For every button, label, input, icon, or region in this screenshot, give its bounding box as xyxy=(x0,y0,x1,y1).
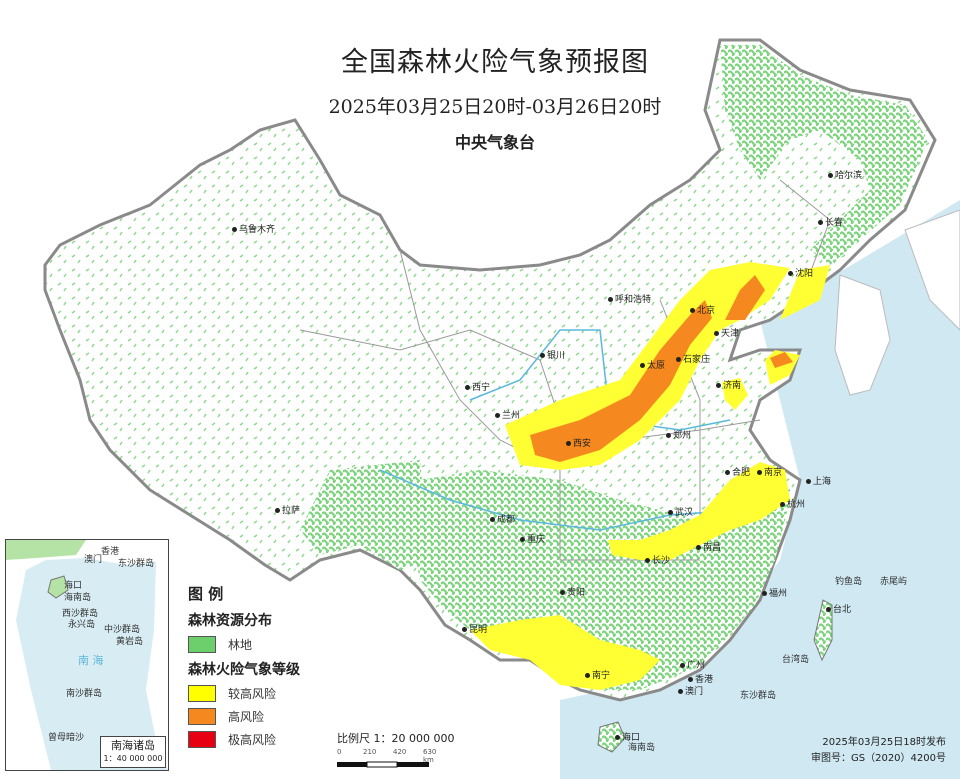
city-label: 呼和浩特 xyxy=(608,292,651,305)
korea-japan-landmass xyxy=(834,209,960,396)
city-label: 北京 xyxy=(690,303,715,316)
inset-label: 海口 xyxy=(64,581,83,591)
risk-high-north-china-orange xyxy=(530,300,712,462)
forest-northeast xyxy=(720,45,928,265)
publish-time: 2025年03月25日18时发布 xyxy=(822,737,946,748)
inset-label: 海南岛 xyxy=(64,593,92,603)
city-label: 乌鲁木齐 xyxy=(232,222,275,235)
city-label: 南昌 xyxy=(696,540,721,553)
publish-info: 2025年03月25日18时发布 审图号：GS（2020）4200号 xyxy=(811,735,946,767)
city-label: 石家庄 xyxy=(676,352,710,365)
inset-label: 香港 xyxy=(101,547,120,557)
south-china-sea-inset: 澳门 香港 东沙群岛 海口 海南岛 西沙群岛 永兴岛 中沙群岛 黄岩岛 南 海 … xyxy=(5,539,169,771)
map-title: 全国森林火险气象预报图 xyxy=(341,47,649,78)
city-label: 天津 xyxy=(714,326,739,339)
legend-item-forest: 林地 xyxy=(188,636,338,653)
city-label: 昆明 xyxy=(462,622,487,635)
city-label: 武汉 xyxy=(668,505,693,518)
city-label: 长春 xyxy=(818,215,843,228)
risk-yangtze-yellow xyxy=(608,462,790,560)
inset-label: 南 海 xyxy=(78,654,104,667)
city-label: 上海 xyxy=(806,474,831,487)
city-label: 广州 xyxy=(680,658,705,671)
risk-southwest-yellow xyxy=(470,615,660,690)
legend: 图 例 森林资源分布 林地 森林火险气象等级 较高风险 高风险 极高风险 xyxy=(188,583,338,754)
inset-label: 西沙群岛 xyxy=(62,609,99,619)
place-label: 台湾岛 xyxy=(782,655,810,665)
city-label: 香港 xyxy=(688,672,713,685)
scale-tick: 0 xyxy=(337,748,342,756)
legend-risk-section: 森林火险气象等级 xyxy=(188,662,300,678)
map-approval-number: 审图号：GS（2020）4200号 xyxy=(811,753,946,764)
city-label: 太原 xyxy=(640,358,665,371)
place-label: 东沙群岛 xyxy=(740,691,777,701)
legend-item-risk-high: 高风险 xyxy=(188,708,338,725)
inset-label: 曾母暗沙 xyxy=(48,733,85,743)
city-label: 银川 xyxy=(540,348,565,361)
inset-label: 澳门 xyxy=(84,555,103,565)
inset-title: 南海诸岛 xyxy=(111,739,155,752)
city-label: 兰州 xyxy=(495,408,520,421)
city-label: 拉萨 xyxy=(275,503,300,516)
city-label: 西安 xyxy=(566,436,591,449)
city-label: 郑州 xyxy=(666,428,691,441)
inset-title-box: 南海诸岛 1：40 000 000 xyxy=(100,736,166,768)
city-label: 合肥 xyxy=(725,465,750,478)
inset-label: 黄岩岛 xyxy=(116,637,144,647)
scale-ticks: 0 210 420 630 km xyxy=(337,746,447,764)
legend-item-risk-moderate: 较高风险 xyxy=(188,685,338,702)
inset-label: 南沙群岛 xyxy=(66,689,103,699)
forest-southwest xyxy=(300,460,430,570)
legend-label: 林地 xyxy=(228,638,253,652)
city-label: 成都 xyxy=(490,512,515,525)
legend-label: 高风险 xyxy=(228,710,265,724)
red-swatch xyxy=(188,731,216,748)
risk-liaoning-yellow xyxy=(780,265,830,320)
scale-tick: 210 xyxy=(363,748,377,756)
place-label: 赤尾屿 xyxy=(880,577,908,587)
city-label: 贵阳 xyxy=(560,585,585,598)
city-label: 南宁 xyxy=(585,668,610,681)
legend-label: 极高风险 xyxy=(228,733,277,747)
scale-tick: 630 km xyxy=(423,748,437,764)
inset-scale: 1：40 000 000 xyxy=(103,754,163,763)
city-label: 哈尔滨 xyxy=(828,168,862,181)
city-label: 西宁 xyxy=(465,380,490,393)
orange-swatch xyxy=(188,708,216,725)
city-label: 沈阳 xyxy=(788,266,813,279)
scale-tick: 420 xyxy=(393,748,407,756)
city-label: 福州 xyxy=(762,586,787,599)
forest-swatch xyxy=(188,636,216,653)
city-label: 澳门 xyxy=(678,684,703,697)
issuer: 中央气象台 xyxy=(454,133,535,152)
inset-map xyxy=(6,540,168,770)
scale: 比例尺 1：20 000 000 0 210 420 630 km xyxy=(337,730,455,764)
legend-heading: 图 例 xyxy=(188,585,224,603)
place-label: 钓鱼岛 xyxy=(835,577,863,587)
legend-item-risk-extreme: 极高风险 xyxy=(188,731,338,748)
city-label: 济南 xyxy=(716,378,741,391)
place-label: 海南岛 xyxy=(628,743,656,753)
city-label: 海口 xyxy=(615,730,640,743)
city-label: 台北 xyxy=(826,602,851,615)
city-label: 南京 xyxy=(757,465,782,478)
legend-forest-section: 森林资源分布 xyxy=(188,613,272,629)
scale-bar xyxy=(337,761,429,768)
forecast-period: 2025年03月25日20时-03月26日20时 xyxy=(328,96,662,118)
city-label: 长沙 xyxy=(645,553,670,566)
city-label: 杭州 xyxy=(780,497,805,510)
scale-label: 比例尺 1：20 000 000 xyxy=(337,732,455,745)
city-label: 重庆 xyxy=(520,532,545,545)
yellow-swatch xyxy=(188,685,216,702)
inset-label: 永兴岛 xyxy=(68,620,96,630)
inset-label: 东沙群岛 xyxy=(118,559,155,569)
inset-label: 中沙群岛 xyxy=(104,625,141,635)
risk-hebei-orange xyxy=(725,275,765,320)
risk-shandong-orange xyxy=(770,352,793,368)
legend-label: 较高风险 xyxy=(228,687,277,701)
